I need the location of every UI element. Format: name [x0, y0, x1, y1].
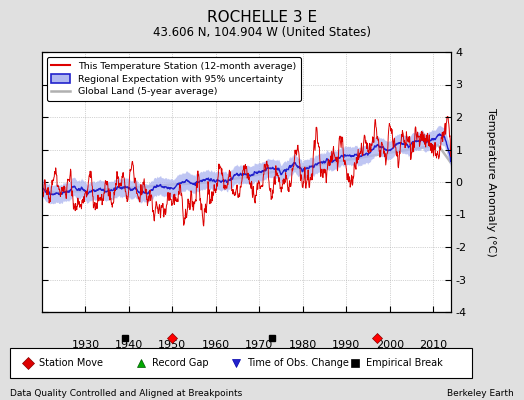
Legend: This Temperature Station (12-month average), Regional Expectation with 95% uncer: This Temperature Station (12-month avera…: [47, 57, 301, 101]
FancyBboxPatch shape: [10, 348, 472, 378]
Text: Berkeley Earth: Berkeley Earth: [447, 389, 514, 398]
Text: ROCHELLE 3 E: ROCHELLE 3 E: [207, 10, 317, 25]
Text: Record Gap: Record Gap: [152, 358, 209, 368]
Text: 43.606 N, 104.904 W (United States): 43.606 N, 104.904 W (United States): [153, 26, 371, 39]
Text: Station Move: Station Move: [39, 358, 103, 368]
Text: Time of Obs. Change: Time of Obs. Change: [247, 358, 348, 368]
Y-axis label: Temperature Anomaly (°C): Temperature Anomaly (°C): [486, 108, 496, 256]
Text: Empirical Break: Empirical Break: [366, 358, 443, 368]
Text: Data Quality Controlled and Aligned at Breakpoints: Data Quality Controlled and Aligned at B…: [10, 389, 243, 398]
